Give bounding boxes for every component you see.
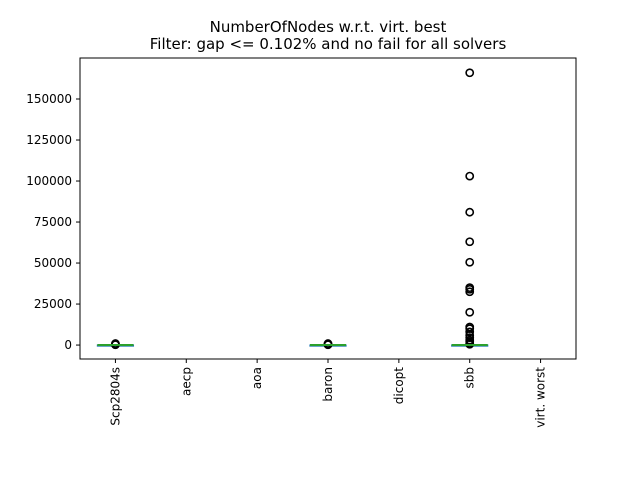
outlier-point <box>465 307 475 317</box>
outlier-point <box>465 68 475 78</box>
y-tick-label: 25000 <box>34 297 72 311</box>
outlier-point <box>465 257 475 267</box>
y-tick-label: 150000 <box>26 92 72 106</box>
outlier-point <box>465 287 475 297</box>
chart-subtitle: Filter: gap <= 0.102% and no fail for al… <box>150 35 507 53</box>
x-tick-label: virt. worst <box>534 367 548 428</box>
outlier-point <box>111 339 120 348</box>
x-tick-label: sbb <box>463 367 477 389</box>
plot-area: 0 25000 50000 75000 100000 125000 150000 Scp280… <box>26 57 577 428</box>
x-tick-label: dicopt <box>392 367 406 405</box>
outlier-point <box>465 237 475 247</box>
outlier-point <box>465 207 475 217</box>
outlier-point <box>465 327 475 337</box>
y-tick-label: 75000 <box>34 215 72 229</box>
chart-title: NumberOfNodes w.r.t. virt. best <box>210 18 447 36</box>
x-tick-label: aecp <box>179 367 193 396</box>
x-tick-label: Scp2804s <box>108 367 122 426</box>
outlier-point <box>323 339 333 348</box>
y-tick-label: 0 <box>64 338 72 352</box>
y-tick-label: 125000 <box>26 133 72 147</box>
x-tick-label: aoa <box>250 367 264 389</box>
y-tick-label: 50000 <box>34 256 72 270</box>
outlier-point <box>465 171 475 181</box>
x-tick-label: baron <box>321 367 335 402</box>
y-tick-label: 100000 <box>26 174 72 188</box>
